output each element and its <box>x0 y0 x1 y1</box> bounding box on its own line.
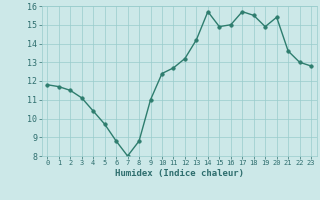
X-axis label: Humidex (Indice chaleur): Humidex (Indice chaleur) <box>115 169 244 178</box>
